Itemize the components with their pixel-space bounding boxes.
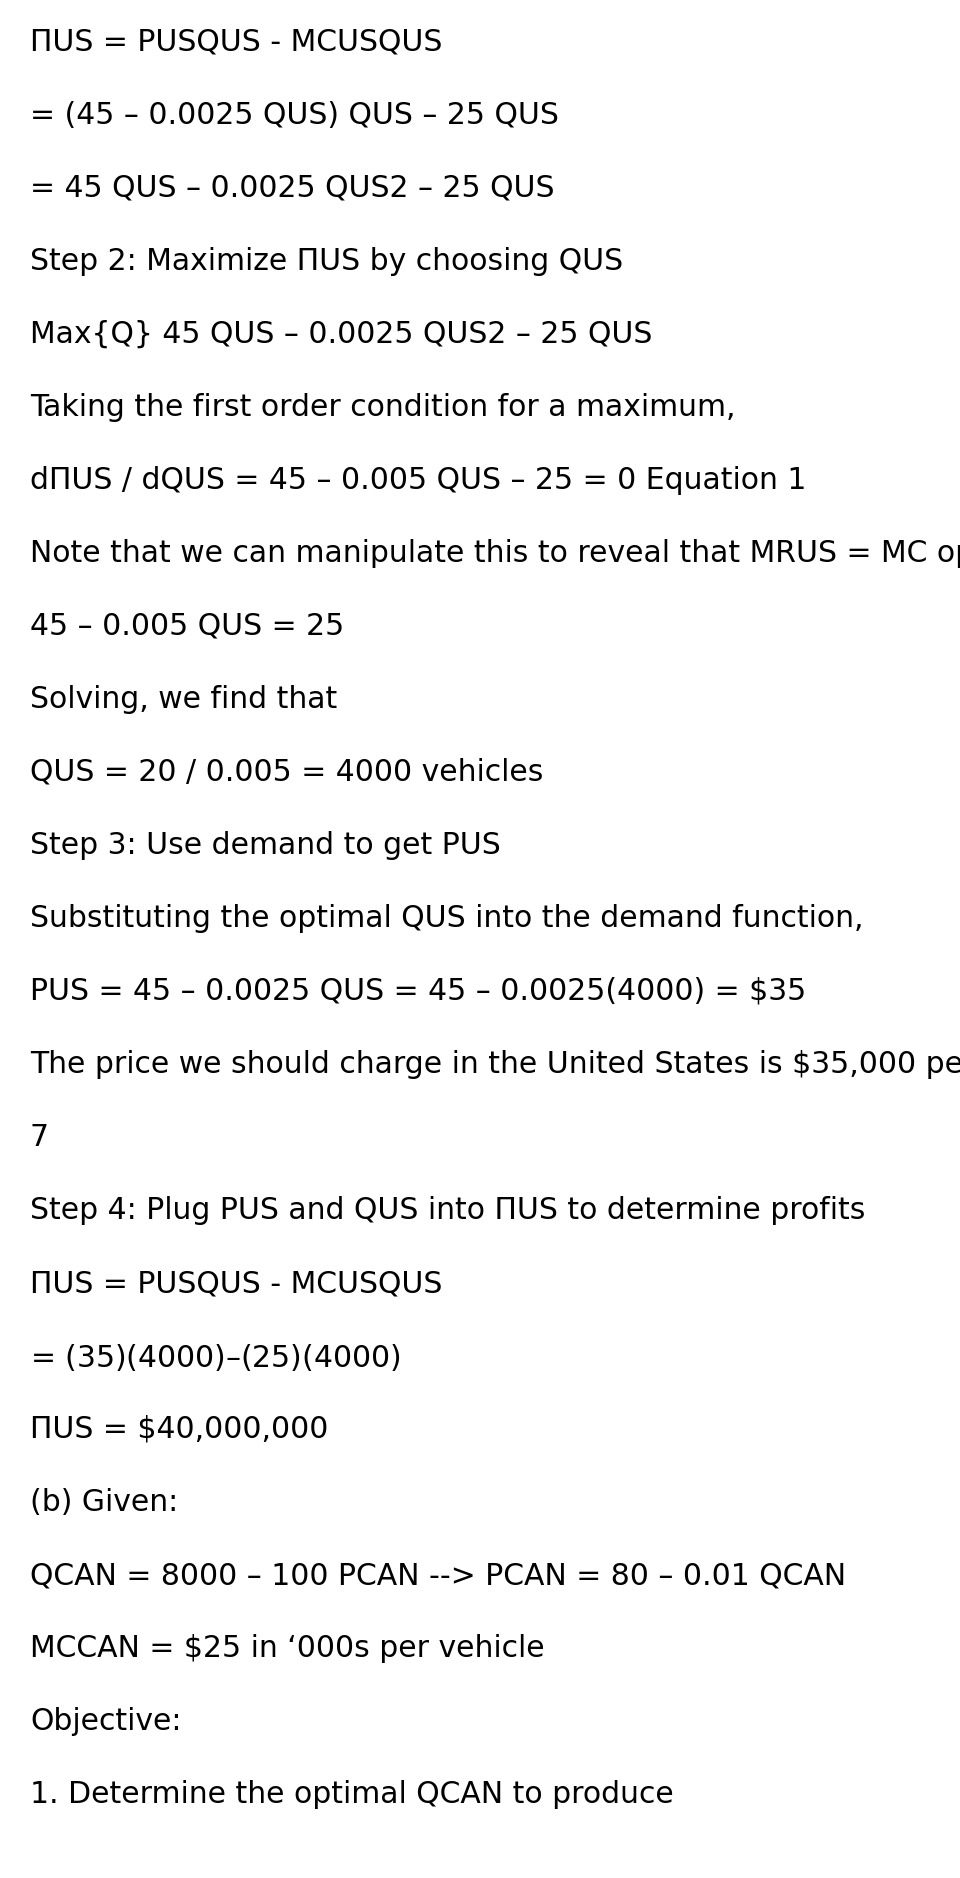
Text: dΠUS / dQUS = 45 – 0.005 QUS – 25 = 0 Equation 1: dΠUS / dQUS = 45 – 0.005 QUS – 25 = 0 Eq… <box>30 466 806 496</box>
Text: PUS = 45 – 0.0025 QUS = 45 – 0.0025(4000) = $35: PUS = 45 – 0.0025 QUS = 45 – 0.0025(4000… <box>30 977 806 1007</box>
Text: Step 2: Maximize ΠUS by choosing QUS: Step 2: Maximize ΠUS by choosing QUS <box>30 248 623 276</box>
Text: 7: 7 <box>30 1123 49 1151</box>
Text: QUS = 20 / 0.005 = 4000 vehicles: QUS = 20 / 0.005 = 4000 vehicles <box>30 759 543 787</box>
Text: ΠUS = PUSQUS - MCUSQUS: ΠUS = PUSQUS - MCUSQUS <box>30 1270 443 1298</box>
Text: = ($35)(4000) – ($25)(4000): = ($35)(4000) – ($25)(4000) <box>30 1343 400 1373</box>
Text: Step 3: Use demand to get PUS: Step 3: Use demand to get PUS <box>30 830 501 860</box>
Text: Taking the first order condition for a maximum,: Taking the first order condition for a m… <box>30 393 735 423</box>
Text: (b) Given:: (b) Given: <box>30 1487 179 1517</box>
Text: MCCAN = $25 in ‘000s per vehicle: MCCAN = $25 in ‘000s per vehicle <box>30 1634 544 1664</box>
Text: 45 – 0.005 QUS = 25: 45 – 0.005 QUS = 25 <box>30 612 345 640</box>
Text: Substituting the optimal QUS into the demand function,: Substituting the optimal QUS into the de… <box>30 903 863 933</box>
Text: = 45 QUS – 0.0025 QUS2 – 25 QUS: = 45 QUS – 0.0025 QUS2 – 25 QUS <box>30 175 555 203</box>
Text: 1. Determine the optimal QCAN to produce: 1. Determine the optimal QCAN to produce <box>30 1780 674 1809</box>
Text: QCAN = 8000 – 100 PCAN --> PCAN = 80 – 0.01 QCAN: QCAN = 8000 – 100 PCAN --> PCAN = 80 – 0… <box>30 1561 846 1591</box>
Text: ΠUS = $40,000,000: ΠUS = $40,000,000 <box>30 1414 328 1444</box>
Text: Max{Q} 45 QUS – 0.0025 QUS2 – 25 QUS: Max{Q} 45 QUS – 0.0025 QUS2 – 25 QUS <box>30 319 653 349</box>
Text: The price we should charge in the United States is $35,000 per vehicle.: The price we should charge in the United… <box>30 1050 960 1080</box>
Text: Objective:: Objective: <box>30 1707 181 1735</box>
Text: = (45 – 0.0025 QUS) QUS – 25 QUS: = (45 – 0.0025 QUS) QUS – 25 QUS <box>30 101 559 130</box>
Text: Solving, we find that: Solving, we find that <box>30 685 337 714</box>
Text: Note that we can manipulate this to reveal that MRUS = MC optimally,: Note that we can manipulate this to reve… <box>30 539 960 567</box>
Text: ΠUS = PUSQUS - MCUSQUS: ΠUS = PUSQUS - MCUSQUS <box>30 28 443 56</box>
Text: Step 4: Plug PUS and QUS into ΠUS to determine profits: Step 4: Plug PUS and QUS into ΠUS to det… <box>30 1196 865 1224</box>
